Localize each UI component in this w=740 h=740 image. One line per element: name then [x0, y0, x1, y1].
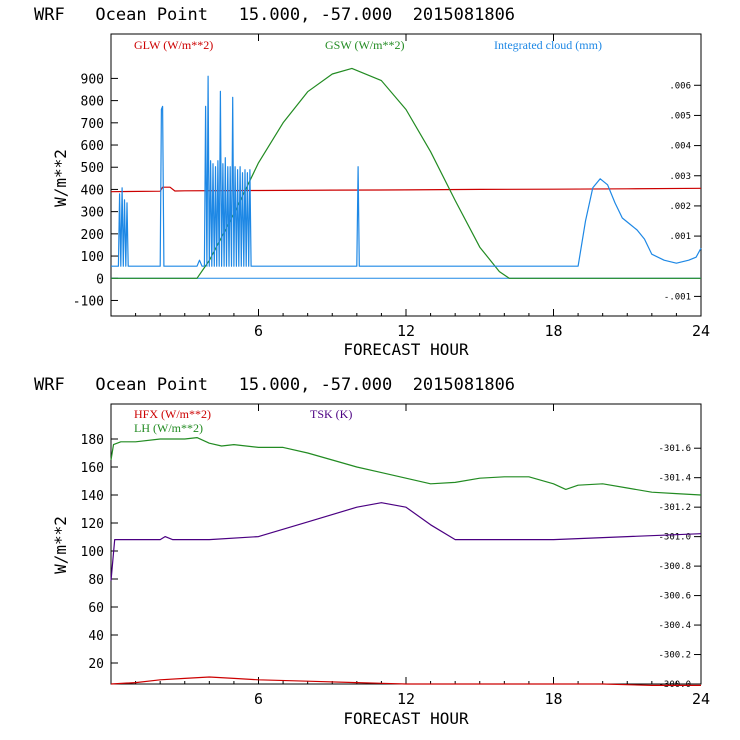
bottom-x-tick-label: 12 — [397, 690, 415, 708]
bottom-legend-hfx: HFX (W/m**2) — [134, 407, 211, 421]
bottom-series — [110, 437, 702, 687]
bottom-y2-tick-label: -301.4 — [658, 474, 691, 484]
bottom-y-tick-label: 180 — [81, 433, 104, 448]
bottom-y2-tick-label: -301.2 — [658, 503, 691, 513]
top-series — [110, 67, 702, 279]
top-legend-gsw: GSW (W/m**2) — [325, 38, 404, 52]
top-x-tick-label: 24 — [692, 322, 710, 340]
bottom-y2-tick-label: -300.8 — [658, 562, 691, 572]
top-y2-tick-label: .006 — [669, 81, 691, 91]
top-y2-tick-label: .004 — [669, 142, 691, 152]
top-y2-tick-label: .005 — [669, 111, 691, 121]
top-legend-glw: GLW (W/m**2) — [134, 38, 213, 52]
bottom-y2-tick-label: -300.2 — [658, 651, 691, 661]
top-x-tick-label: 6 — [254, 322, 263, 340]
top-x-tick-label: 12 — [397, 322, 415, 340]
bottom-x-tick-label: 18 — [544, 690, 562, 708]
top-y-tick-label: 400 — [81, 183, 104, 198]
bottom-legend-tsk: TSK (K) — [310, 407, 352, 421]
bottom-title: WRF Ocean Point 15.000, -57.000 20150818… — [34, 375, 515, 395]
bottom-y-tick-label: 140 — [81, 489, 104, 504]
top-y-tick-label: 0 — [96, 272, 104, 287]
top-y-tick-label: 800 — [81, 95, 104, 110]
top-ticks: 6 12 18 24 -100 0 100 200 300 400 500 600 700 800 900 -… — [73, 34, 710, 340]
top-x-tick-label: 18 — [544, 322, 562, 340]
top-y-tick-label: 300 — [81, 206, 104, 221]
top-series-line-2 — [111, 75, 702, 267]
top-y2-tick-label: .002 — [669, 202, 691, 212]
top-y2-tick-label: -.001 — [664, 292, 691, 302]
top-y-tick-label: 100 — [81, 250, 104, 265]
bottom-y-axis-label: W/m**2 — [51, 516, 70, 574]
top-y2-tick-label: .001 — [669, 232, 691, 242]
bottom-y-tick-label: 160 — [81, 461, 104, 476]
top-panel: WRF Ocean Point 15.000, -57.000 20150818… — [34, 5, 710, 359]
bottom-y-tick-label: 40 — [88, 629, 104, 644]
bottom-y-tick-label: 60 — [88, 601, 104, 616]
bottom-y2-tick-label: -301.6 — [658, 444, 691, 454]
top-y-tick-label: 500 — [81, 161, 104, 176]
bottom-legend-lh: LH (W/m**2) — [134, 421, 203, 435]
top-title: WRF Ocean Point 15.000, -57.000 20150818… — [34, 5, 515, 25]
bottom-y-tick-label: 20 — [88, 657, 104, 672]
bottom-y-tick-label: 120 — [81, 517, 104, 532]
top-y-tick-label: 900 — [81, 72, 104, 87]
bottom-y2-tick-label: -300.6 — [658, 592, 691, 602]
bottom-series-line-1 — [110, 437, 702, 496]
bottom-y-tick-label: 100 — [81, 545, 104, 560]
top-y-tick-label: 600 — [81, 139, 104, 154]
bottom-ticks: 6 12 18 2420406080100120140160180-300.0-300… — [81, 404, 710, 708]
bottom-x-tick-label: 6 — [254, 690, 263, 708]
bottom-series-line-0 — [110, 676, 701, 687]
top-y-axis-label: W/m**2 — [51, 149, 70, 207]
top-y-tick-label: 200 — [81, 228, 104, 243]
bottom-x-tick-label: 24 — [692, 690, 710, 708]
bottom-y2-tick-label: -301.0 — [658, 533, 691, 543]
top-series-line-0 — [110, 186, 702, 193]
bottom-y-tick-label: 80 — [88, 573, 104, 588]
top-y2-tick-label: .003 — [669, 172, 691, 182]
bottom-y2-tick-label: -300.4 — [658, 621, 691, 631]
top-y-tick-label: 700 — [81, 117, 104, 132]
bottom-series-line-2 — [110, 502, 702, 581]
top-x-axis-label: FORECAST HOUR — [343, 340, 469, 359]
top-legend-cloud: Integrated cloud (mm) — [494, 38, 602, 52]
top-y-tick-label: -100 — [73, 294, 104, 309]
bottom-panel: WRF Ocean Point 15.000, -57.000 20150818… — [34, 375, 710, 728]
bottom-x-axis-label: FORECAST HOUR — [343, 709, 469, 728]
